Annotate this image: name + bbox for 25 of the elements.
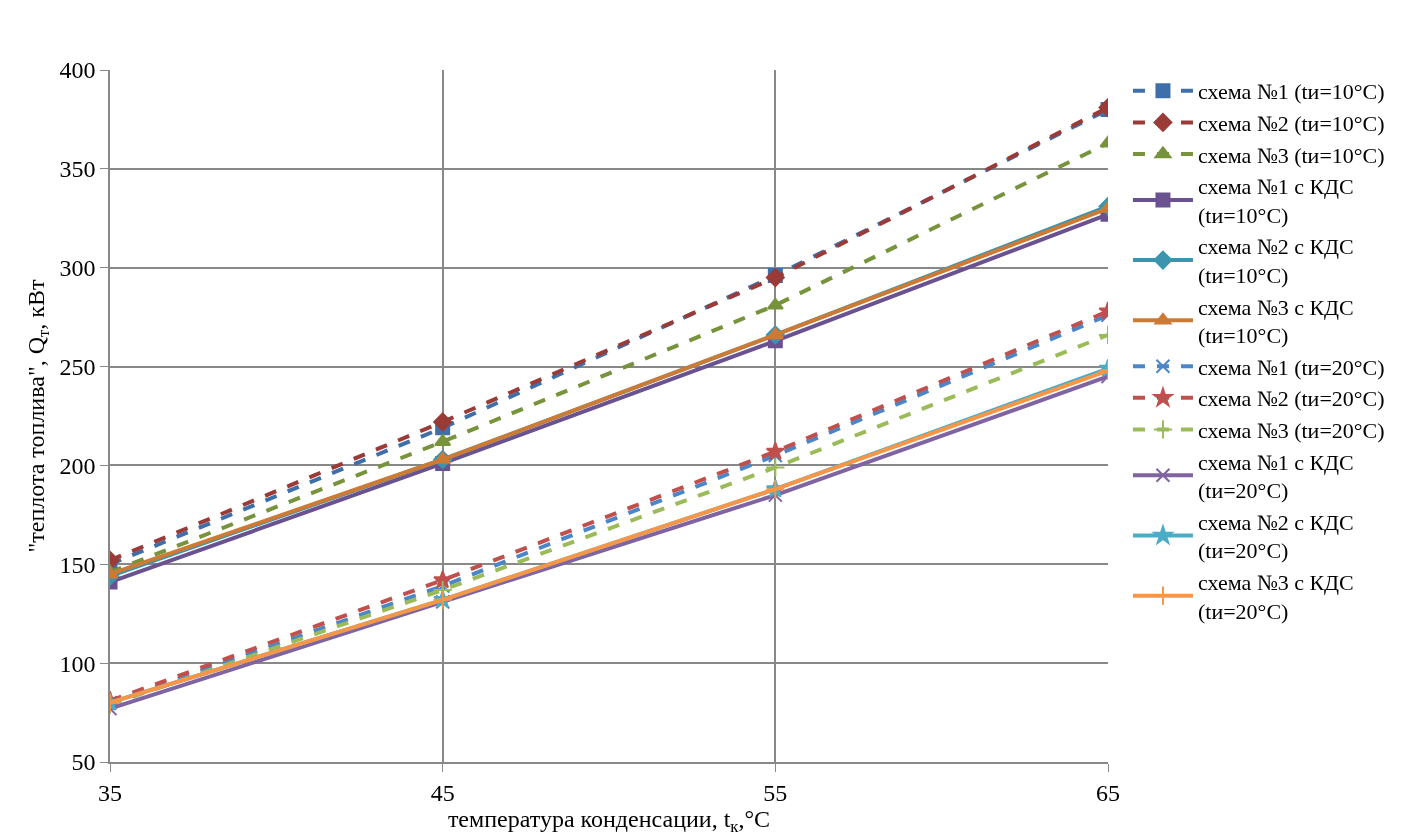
y-tick-label: 300 — [59, 255, 96, 282]
y-tick-label: 350 — [59, 156, 96, 183]
legend-label: схема №2 (tи=20°C) — [1197, 386, 1385, 412]
legend-label: схема №1 с КДС (tи=20°C) — [1197, 449, 1354, 504]
y-tick-label: 250 — [59, 353, 96, 380]
legend-label: схема №1 с КДС (tи=10°C) — [1197, 174, 1354, 228]
legend-label: схема №2 (tи=10°C) — [1197, 110, 1385, 136]
y-tick-label: 400 — [59, 57, 96, 84]
x-tick-label: 65 — [1096, 779, 1120, 806]
legend-label: схема №1 (tи=10°C) — [1197, 79, 1385, 105]
legend-label: схема №2 с КДС (tи=10°C) — [1197, 234, 1354, 288]
legend-label: схема №3 (tи=20°C) — [1197, 417, 1385, 443]
y-tick-label: 150 — [59, 551, 96, 578]
legend-label: схема №1 (tи=20°C) — [1197, 354, 1385, 380]
legend-label: схема №3 с КДС (tи=10°C) — [1197, 294, 1354, 349]
x-tick-label: 55 — [763, 779, 788, 806]
x-tick-label: 45 — [430, 779, 455, 806]
x-tick-label: 35 — [98, 779, 122, 806]
y-tick-label: 200 — [59, 452, 96, 479]
legend-label: схема №3 с КДС (tи=20°C) — [1197, 569, 1354, 624]
legend-label: схема №2 с КДС (tи=20°C) — [1197, 509, 1354, 564]
legend-label: схема №3 (tи=10°C) — [1197, 142, 1385, 168]
y-tick-label: 50 — [71, 749, 96, 776]
y-tick-label: 100 — [59, 650, 96, 677]
x-axis-title: температура конденсации, t$_{к}$,°C — [447, 805, 771, 836]
